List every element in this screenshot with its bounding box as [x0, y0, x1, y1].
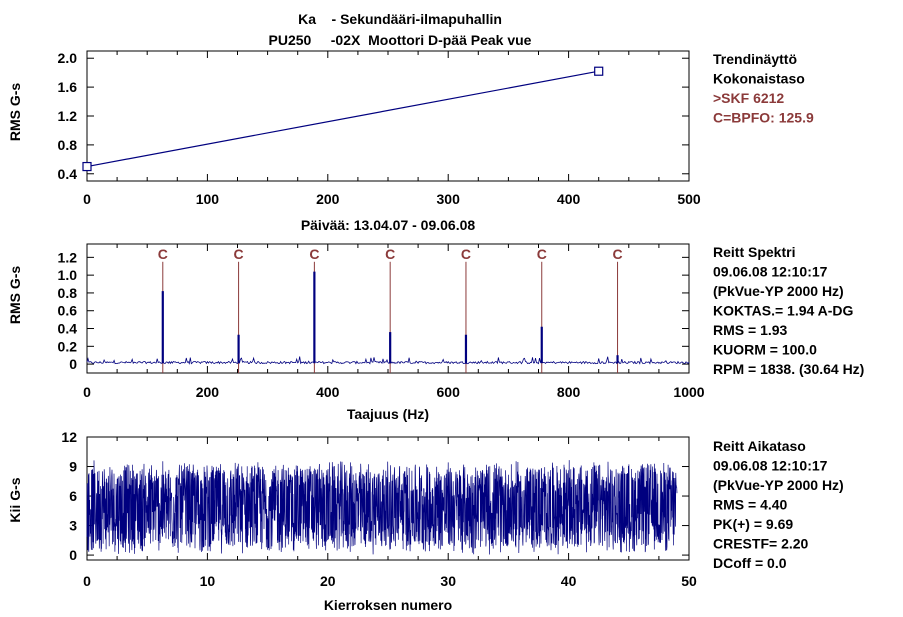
bpfo-marker-label: C — [234, 246, 244, 262]
bpfo-marker-label: C — [385, 246, 395, 262]
panel-3: 0 10 20 30 40 50 0 3 6 9 12 Kii G-s Kierroksen numer… — [7, 429, 844, 613]
x-tick-label: 30 — [440, 573, 456, 589]
bpfo-marker-label: C — [309, 246, 319, 262]
side-info-line: Reitt Aikataso — [713, 438, 806, 454]
side-info-line: Trendinäyttö — [713, 51, 797, 67]
date-range: Päivää: 13.04.07 - 09.06.08 — [301, 217, 476, 233]
time-waveform — [86, 460, 678, 555]
side-info-line: KOKTAS.= 1.94 A-DG — [713, 303, 854, 319]
side-info-accent: >SKF 6212 — [713, 90, 784, 106]
x-tick-label: 50 — [681, 573, 697, 589]
x-tick-label: 200 — [316, 191, 340, 207]
side-info-line: Kokonaistaso — [713, 71, 805, 87]
side-info-line: Reitt Spektri — [713, 244, 795, 260]
x-tick-label: 800 — [557, 384, 581, 400]
side-info-line: PK(+) = 9.69 — [713, 516, 793, 532]
x-tick-label: 300 — [437, 191, 461, 207]
x-tick-label: 20 — [320, 573, 336, 589]
header-line-1: Ka - Sekundääri-ilmapuhallin — [298, 11, 502, 27]
side-info-line: 09.06.08 12:10:17 — [713, 458, 828, 474]
y-tick-label: 1.2 — [58, 108, 78, 124]
x-tick-label: 0 — [83, 191, 91, 207]
y-tick-label: 0.2 — [58, 338, 78, 354]
side-info-line: 09.06.08 12:10:17 — [713, 264, 828, 280]
x-axis-title: Kierroksen numero — [324, 597, 452, 613]
y-tick-label: 0.8 — [58, 285, 78, 301]
side-info-line: RMS = 4.40 — [713, 497, 788, 513]
y-axis-label: Kii G-s — [7, 477, 23, 522]
y-tick-label: 1.0 — [58, 267, 78, 283]
x-tick-label: 200 — [196, 384, 220, 400]
bpfo-marker-label: C — [537, 246, 547, 262]
bpfo-marker-label: C — [158, 246, 168, 262]
x-tick-label: 400 — [557, 191, 581, 207]
trend-line — [86, 70, 599, 168]
trend-point — [594, 66, 604, 76]
side-info-line: (PkVue-YP 2000 Hz) — [713, 283, 844, 299]
x-tick-label: 500 — [677, 191, 701, 207]
y-tick-label: 12 — [61, 429, 77, 445]
y-tick-label: 0.6 — [58, 303, 78, 319]
y-axis-label: RMS G-s — [7, 266, 23, 325]
side-info-accent: C=BPFO: 125.9 — [713, 110, 814, 126]
plot-frame — [86, 243, 690, 374]
bpfo-marker-label: C — [461, 246, 471, 262]
x-tick-label: 100 — [196, 191, 220, 207]
side-info-line: CRESTF= 2.20 — [713, 536, 809, 552]
panel-1: 0 100 200 300 400 500 0.4 0.8 1.2 1.6 2.0 RMS G-s Pä… — [7, 50, 814, 233]
y-tick-label: 2.0 — [58, 50, 78, 66]
x-tick-label: 10 — [200, 573, 216, 589]
trend-point — [82, 161, 92, 172]
y-tick-label: 0 — [69, 356, 77, 372]
y-tick-label: 0.4 — [58, 166, 78, 182]
spectrum-trace — [86, 356, 690, 365]
panel-2: 0 200 400 600 800 1000 0 0.20.4 0.6 0.8 1.0 1.2 RMS … — [7, 243, 864, 422]
side-info-line: KUORM = 100.0 — [713, 342, 817, 358]
x-axis-title: Taajuus (Hz) — [347, 406, 429, 422]
x-tick-label: 0 — [83, 573, 91, 589]
side-info-line: DCoff = 0.0 — [713, 555, 787, 571]
x-tick-label: 600 — [437, 384, 461, 400]
side-info-line: RMS = 1.93 — [713, 322, 788, 338]
x-tick-label: 40 — [561, 573, 577, 589]
y-tick-label: 3 — [69, 518, 77, 534]
x-tick-label: 400 — [316, 384, 340, 400]
side-info-line: RPM = 1838. (30.64 Hz) — [713, 361, 864, 377]
y-tick-label: 0.4 — [58, 321, 78, 337]
y-tick-label: 1.2 — [58, 249, 78, 265]
bpfo-marker-label: C — [612, 246, 622, 262]
y-tick-label: 1.6 — [58, 79, 78, 95]
x-tick-label: 0 — [83, 384, 91, 400]
y-axis-label: RMS G-s — [7, 83, 23, 142]
y-tick-label: 0.8 — [58, 137, 78, 153]
side-info-line: (PkVue-YP 2000 Hz) — [713, 477, 844, 493]
x-tick-label: 1000 — [673, 384, 704, 400]
y-tick-label: 0 — [69, 547, 77, 563]
header-line-2: PU250 -02X Moottori D-pää Peak vue — [269, 32, 532, 48]
y-tick-label: 6 — [69, 488, 77, 504]
y-tick-label: 9 — [69, 459, 77, 475]
